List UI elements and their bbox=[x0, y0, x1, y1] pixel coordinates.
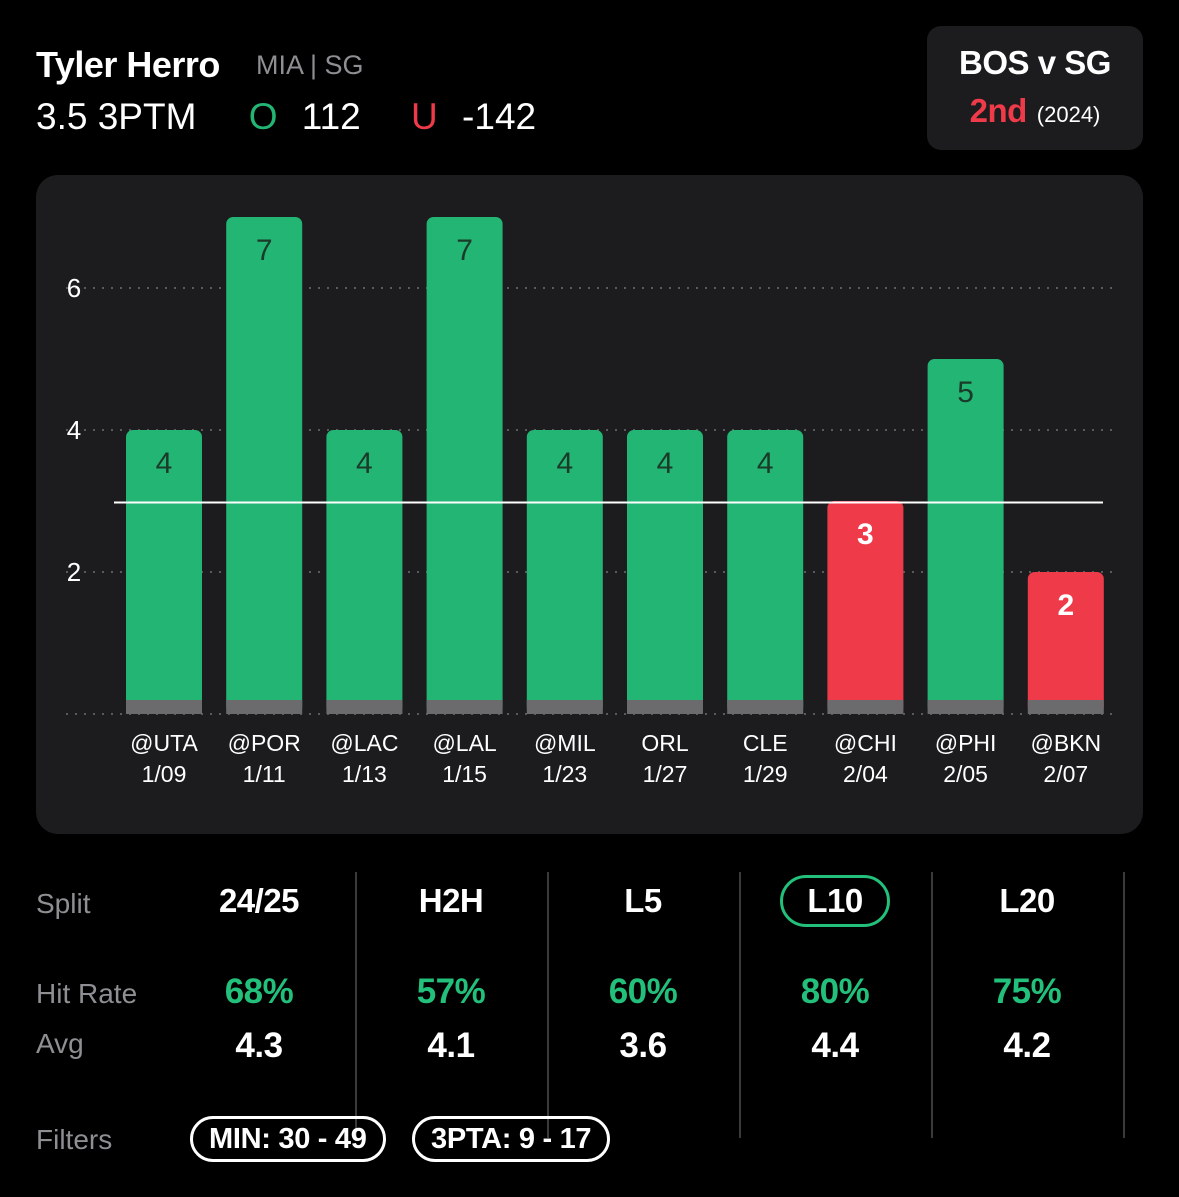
x-opponent-label: @POR bbox=[228, 730, 301, 756]
bar-base-shade bbox=[627, 700, 703, 714]
bar-value-label: 7 bbox=[456, 234, 473, 267]
bar-value-label: 4 bbox=[657, 447, 674, 480]
selected-split-pill[interactable]: L10 bbox=[780, 875, 890, 927]
x-opponent-label: @MIL bbox=[534, 730, 596, 756]
matchup-year: (2024) bbox=[1036, 102, 1101, 127]
matchup-rank: 2nd bbox=[969, 92, 1028, 129]
column-divider bbox=[1123, 872, 1125, 1138]
game-log-chart: 2 4 6 4 @UTA 1/09 7 @POR 1/11 4 @LAC 1/13 7 @LAL 1/15 4… bbox=[36, 175, 1143, 834]
split-avg: 4.3 bbox=[235, 1026, 283, 1065]
x-opponent-label: ORL bbox=[641, 730, 689, 756]
bar-value-label: 3 bbox=[857, 518, 874, 551]
splits-table: Split Hit Rate Avg 24/25 68% 4.3 H2H 57%… bbox=[0, 860, 1179, 1190]
x-opponent-label: @CHI bbox=[834, 730, 897, 756]
bar bbox=[627, 430, 703, 714]
x-date-label: 1/11 bbox=[243, 761, 286, 787]
bar bbox=[1027, 572, 1104, 714]
column-divider bbox=[739, 872, 741, 1138]
bar-chart-svg: 2 4 6 4 @UTA 1/09 7 @POR 1/11 4 @LAC 1/13 7 @LAL 1/15 4… bbox=[66, 217, 1116, 787]
column-divider bbox=[931, 872, 933, 1138]
bar bbox=[226, 217, 303, 714]
bar bbox=[526, 430, 603, 714]
bar-value-label: 4 bbox=[156, 447, 173, 480]
bar-base-shade bbox=[526, 700, 603, 714]
x-date-label: 2/05 bbox=[943, 761, 988, 787]
player-team-position: MIA | SG bbox=[256, 50, 364, 80]
hit-rate-row-label: Hit Rate bbox=[36, 978, 138, 1009]
x-date-label: 2/04 bbox=[843, 761, 888, 787]
bar bbox=[927, 359, 1004, 714]
split-hit-rate: 60% bbox=[608, 972, 678, 1011]
bar bbox=[326, 430, 403, 714]
bar-base-shade bbox=[426, 700, 503, 714]
bar-base-shade bbox=[1027, 700, 1104, 714]
split-avg: 4.2 bbox=[1003, 1026, 1051, 1065]
y-tick-label: 6 bbox=[67, 273, 81, 303]
split-hit-rate: 80% bbox=[800, 972, 870, 1011]
x-opponent-label: @LAL bbox=[432, 730, 496, 756]
split-name[interactable]: L5 bbox=[624, 882, 662, 919]
x-date-label: 1/27 bbox=[643, 761, 688, 787]
bar bbox=[126, 430, 202, 714]
bar bbox=[426, 217, 503, 714]
bar-base-shade bbox=[827, 700, 904, 714]
over-odds[interactable]: 112 bbox=[301, 96, 361, 137]
bar-base-shade bbox=[727, 700, 804, 714]
matchup-card[interactable]: BOS v SG 2nd (2024) bbox=[927, 26, 1143, 150]
y-tick-label: 4 bbox=[67, 415, 81, 445]
x-date-label: 1/29 bbox=[743, 761, 788, 787]
bar-value-label: 2 bbox=[1057, 589, 1074, 622]
bar-value-label: 4 bbox=[556, 447, 573, 480]
bar-base-shade bbox=[326, 700, 403, 714]
split-avg: 4.1 bbox=[427, 1026, 475, 1065]
bar-value-label: 7 bbox=[256, 234, 273, 267]
filter-chip-minutes[interactable]: MIN: 30 - 49 bbox=[190, 1116, 386, 1162]
x-opponent-label: @LAC bbox=[330, 730, 398, 756]
x-date-label: 2/07 bbox=[1043, 761, 1088, 787]
bar-value-label: 5 bbox=[957, 376, 974, 409]
x-date-label: 1/13 bbox=[342, 761, 387, 787]
x-opponent-label: @UTA bbox=[130, 730, 198, 756]
matchup-rank-row: 2nd (2024) bbox=[927, 92, 1143, 130]
matchup-title: BOS v SG bbox=[959, 44, 1111, 81]
bar-value-label: 4 bbox=[757, 447, 774, 480]
prop-line-label: 3.5 3PTM bbox=[36, 96, 197, 137]
prop-line-row: 3.5 3PTM O 112 U -142 bbox=[36, 96, 536, 138]
x-date-label: 1/15 bbox=[442, 761, 487, 787]
split-avg: 3.6 bbox=[619, 1026, 667, 1065]
split-hit-rate: 68% bbox=[224, 972, 294, 1011]
filter-chip-3pta[interactable]: 3PTA: 9 - 17 bbox=[412, 1116, 611, 1162]
bar-base-shade bbox=[927, 700, 1004, 714]
bar bbox=[827, 501, 904, 714]
split-name-selected[interactable]: L10 bbox=[739, 875, 931, 927]
x-date-label: 1/23 bbox=[542, 761, 587, 787]
under-odds[interactable]: -142 bbox=[462, 96, 537, 137]
x-opponent-label: CLE bbox=[743, 730, 788, 756]
split-row-label: Split bbox=[36, 888, 91, 919]
column-divider bbox=[355, 872, 357, 1138]
bar bbox=[727, 430, 804, 714]
under-icon[interactable]: U bbox=[411, 96, 438, 137]
bar-value-label: 4 bbox=[356, 447, 373, 480]
split-hit-rate: 75% bbox=[992, 972, 1062, 1011]
x-opponent-label: @BKN bbox=[1030, 730, 1101, 756]
over-icon[interactable]: O bbox=[248, 96, 278, 137]
split-avg: 4.4 bbox=[811, 1026, 859, 1065]
split-name[interactable]: H2H bbox=[418, 882, 484, 919]
bar-base-shade bbox=[226, 700, 303, 714]
split-hit-rate: 57% bbox=[416, 972, 486, 1011]
avg-row-label: Avg bbox=[36, 1028, 84, 1059]
split-name[interactable]: 24/25 bbox=[218, 882, 300, 919]
x-date-label: 1/09 bbox=[142, 761, 187, 787]
player-name: Tyler Herro bbox=[36, 44, 220, 85]
filters-label: Filters bbox=[36, 1124, 113, 1155]
x-opponent-label: @PHI bbox=[935, 730, 997, 756]
bar-base-shade bbox=[126, 700, 202, 714]
column-divider bbox=[547, 872, 549, 1138]
split-name[interactable]: L20 bbox=[999, 882, 1055, 919]
y-tick-label: 2 bbox=[67, 557, 81, 587]
